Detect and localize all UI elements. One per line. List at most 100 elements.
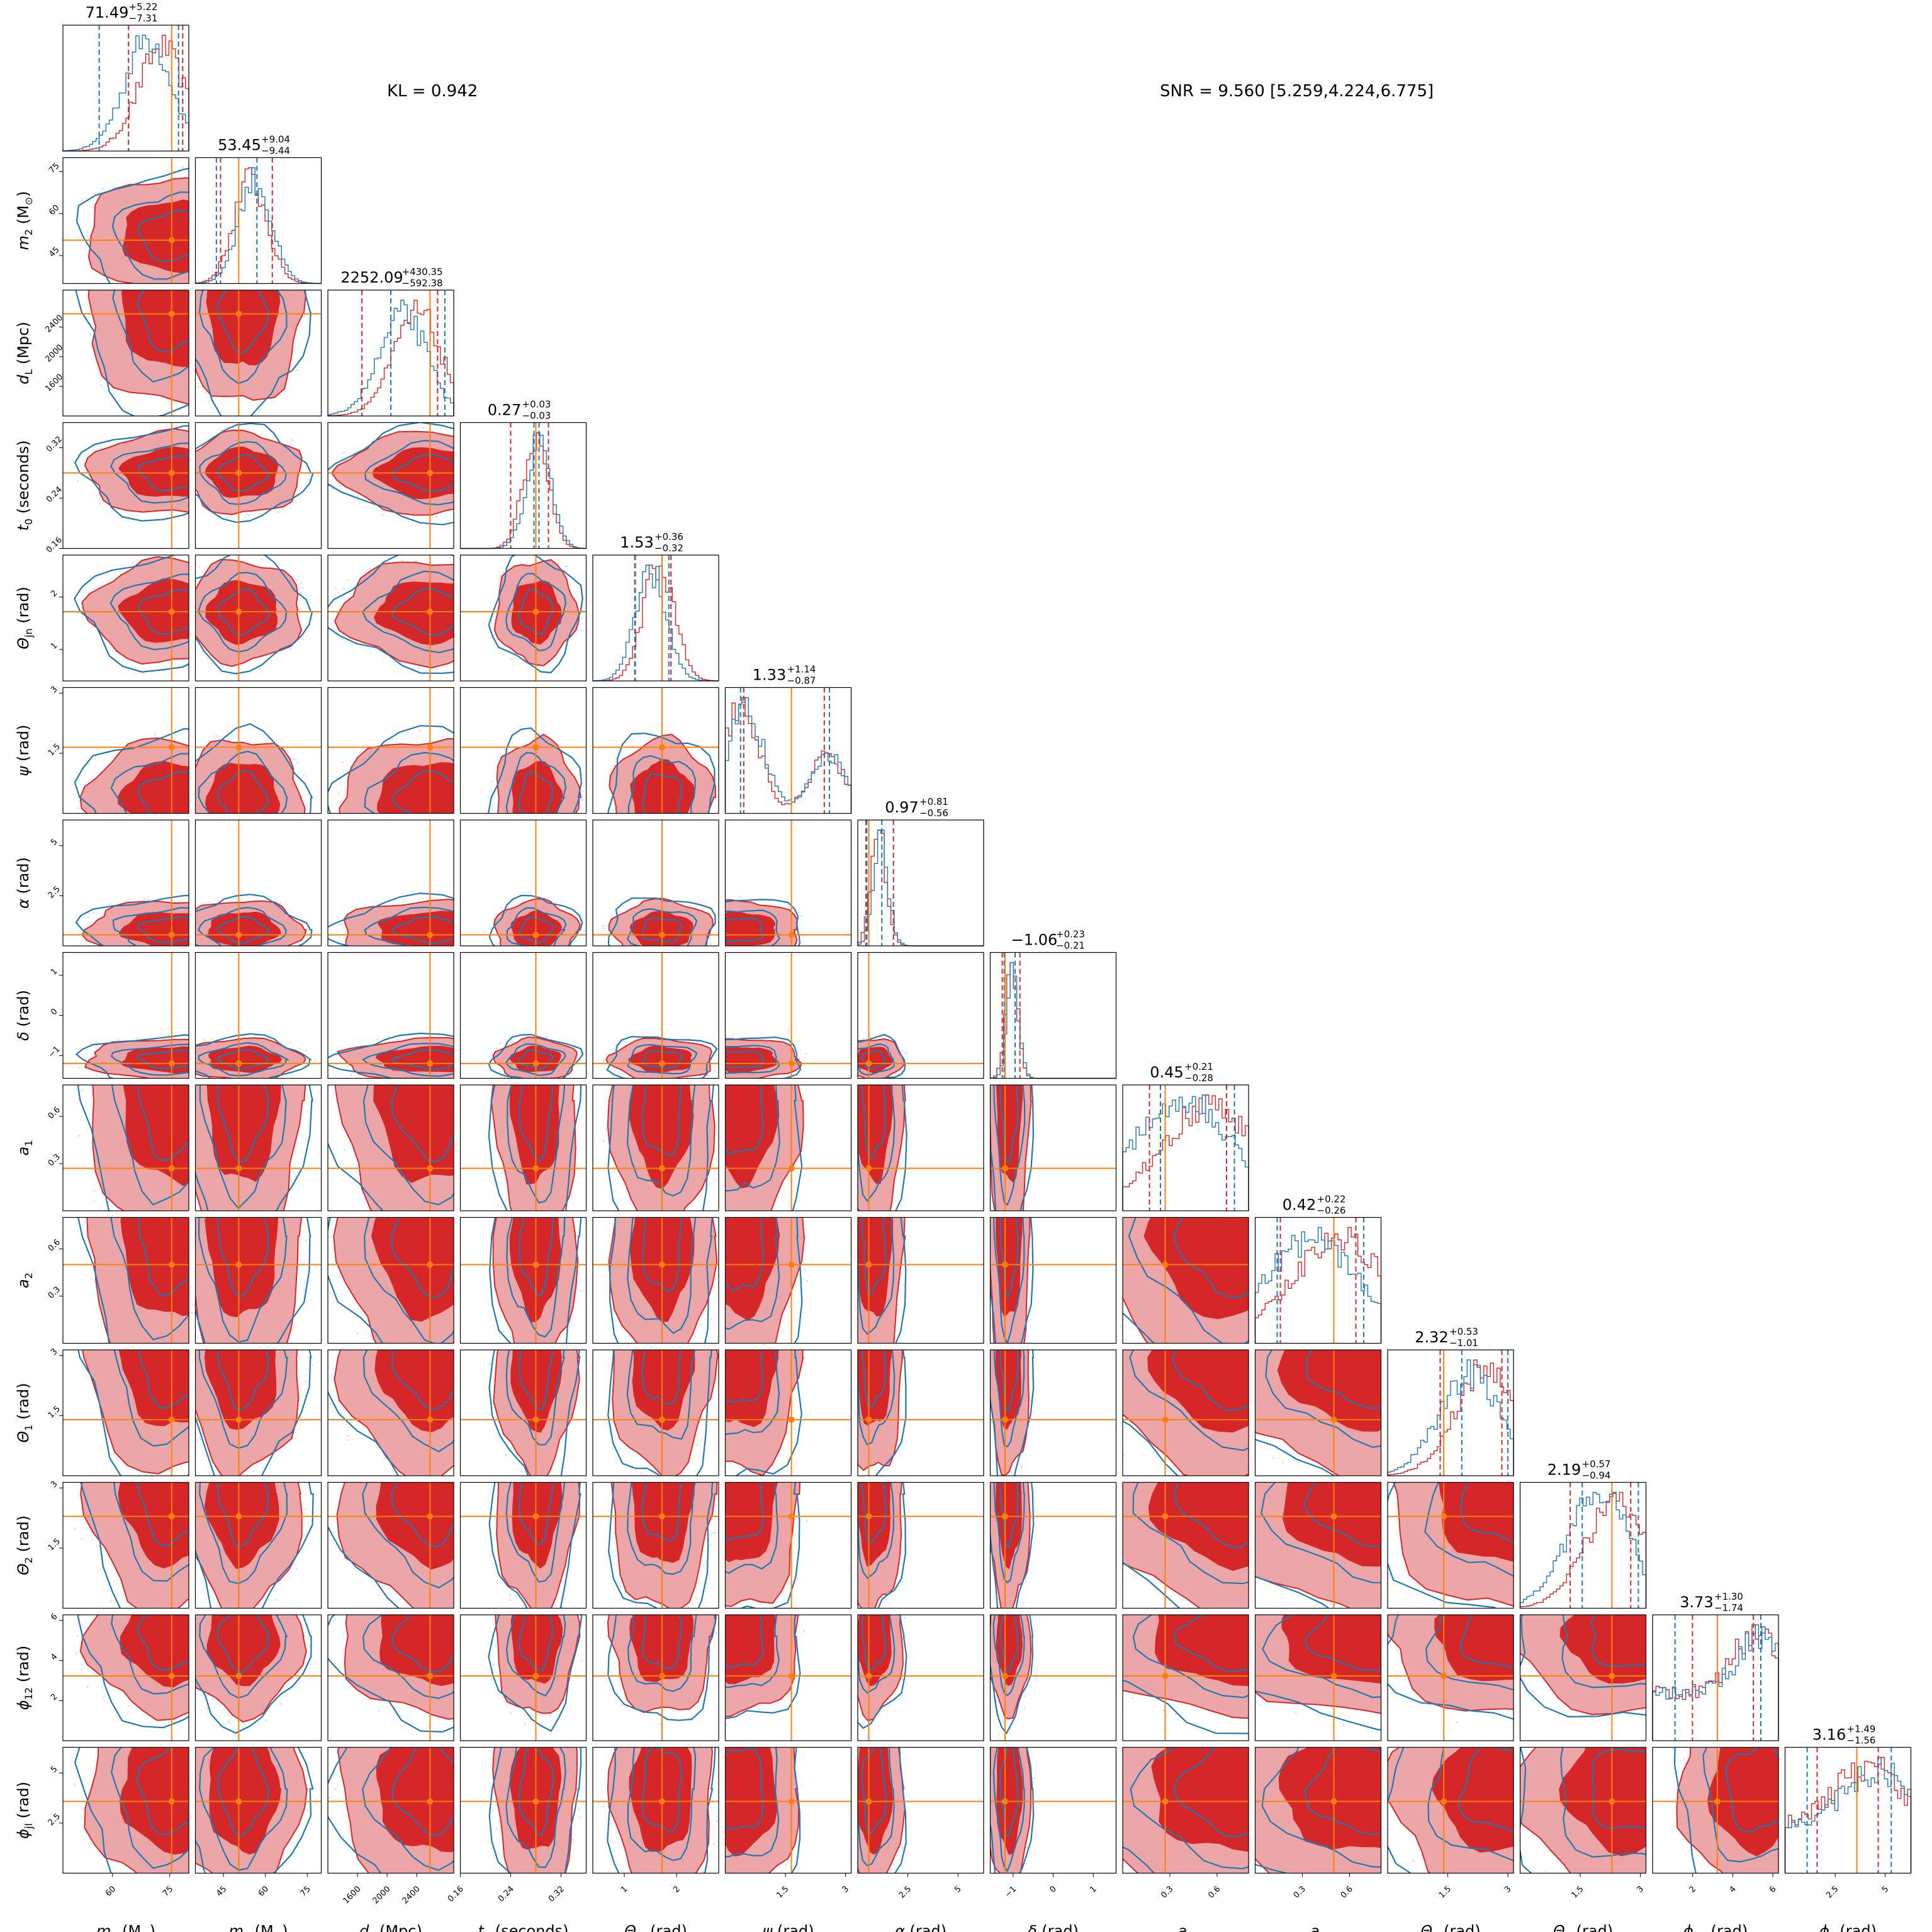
sample-point	[554, 955, 556, 957]
sample-point	[471, 1041, 473, 1042]
sample-point	[215, 734, 217, 736]
sample-point	[612, 1597, 614, 1598]
sample-point	[206, 1707, 208, 1710]
reference-contour	[1305, 1350, 1381, 1409]
reference-contour	[725, 899, 801, 946]
sample-point	[96, 1045, 98, 1047]
sample-point	[894, 1345, 896, 1346]
reference-contour	[112, 907, 189, 946]
sample-point	[445, 864, 446, 865]
sample-point	[442, 1004, 444, 1005]
panel-frame	[724, 1084, 852, 1211]
sample-point	[1276, 1306, 1278, 1307]
sample-point	[193, 1057, 194, 1058]
sample-point	[190, 791, 191, 792]
sample-point	[1445, 1466, 1446, 1467]
sample-point	[749, 966, 750, 967]
sample-point	[249, 1016, 250, 1017]
sample-point	[159, 1080, 160, 1081]
sample-point	[229, 267, 230, 268]
reference-contour	[137, 589, 189, 635]
sample-point	[993, 1018, 994, 1019]
sample-point	[867, 1079, 868, 1081]
sample-point	[1400, 1480, 1401, 1481]
sample-point	[855, 1300, 856, 1301]
sample-point	[209, 214, 210, 215]
sample-point	[1595, 1438, 1596, 1439]
sample-point	[186, 948, 187, 949]
sample-point	[876, 1014, 877, 1016]
sample-point	[602, 1140, 605, 1142]
panel-frame	[724, 819, 852, 946]
sample-point	[546, 1035, 548, 1038]
reference-contour	[861, 1217, 887, 1296]
sample-point	[510, 658, 512, 660]
panel-frame	[327, 1614, 454, 1741]
truth-point	[235, 1261, 242, 1268]
sample-point	[442, 1013, 444, 1014]
truth-point	[865, 1513, 872, 1520]
sample-point	[295, 841, 296, 842]
sample-point	[433, 863, 434, 865]
sample-point	[892, 997, 894, 999]
y-tick-label: 3	[49, 685, 59, 695]
sample-point	[989, 1039, 990, 1040]
truth-point	[532, 1673, 539, 1680]
sample-point	[699, 1339, 700, 1340]
sample-point	[878, 1081, 879, 1082]
sample-point	[477, 1669, 478, 1670]
panel-frame	[989, 1349, 1117, 1476]
sample-point	[192, 186, 193, 187]
sample-point	[1135, 1337, 1136, 1339]
sample-point	[692, 1597, 694, 1598]
sample-point	[1216, 1207, 1218, 1208]
y-tick-label: 2400	[43, 313, 65, 335]
truth-point	[865, 1416, 872, 1423]
sample-point	[98, 1446, 99, 1447]
truth-point	[168, 1261, 175, 1268]
sample-point	[1021, 1465, 1023, 1468]
truth-point	[235, 1673, 242, 1680]
sample-point	[987, 1276, 989, 1277]
sample-point	[469, 1504, 470, 1505]
sample-point	[845, 1611, 846, 1612]
sample-point	[279, 902, 281, 904]
sample-point	[651, 963, 653, 964]
sample-point	[407, 731, 409, 733]
sample-point	[1429, 1390, 1430, 1391]
histogram-red	[460, 432, 587, 549]
panel-frame	[194, 1614, 322, 1741]
sample-point	[719, 1104, 721, 1105]
panel-11-4	[592, 1481, 719, 1609]
sample-point	[885, 1610, 886, 1612]
sample-point	[1515, 1600, 1517, 1602]
sample-point	[1264, 1311, 1266, 1313]
sample-point	[846, 1347, 848, 1348]
sample-point	[554, 850, 556, 851]
sample-point	[201, 846, 202, 848]
sample-point	[211, 266, 212, 267]
sample-point	[191, 1554, 192, 1555]
reference-contour	[642, 773, 683, 814]
sample-point	[478, 479, 480, 480]
sample-point	[1257, 1296, 1259, 1297]
sample-point	[704, 1194, 705, 1196]
sample-point	[734, 957, 735, 958]
density-contour	[996, 1482, 1022, 1570]
reference-contour	[725, 1217, 764, 1291]
median-plus: +9.04	[261, 134, 290, 145]
sample-point	[434, 950, 435, 951]
sample-point	[844, 1653, 845, 1654]
sample-point	[490, 1203, 491, 1205]
sample-point	[1285, 1270, 1286, 1271]
panel-frame	[592, 819, 719, 946]
truth-point	[168, 1060, 175, 1067]
histogram-red	[194, 167, 322, 284]
sample-point	[1171, 1127, 1172, 1128]
sample-point	[487, 1125, 488, 1126]
y-tick-label: 0.32	[45, 435, 64, 454]
sample-point	[456, 1617, 457, 1619]
sample-point	[580, 1289, 582, 1292]
histogram-blue	[194, 167, 322, 284]
